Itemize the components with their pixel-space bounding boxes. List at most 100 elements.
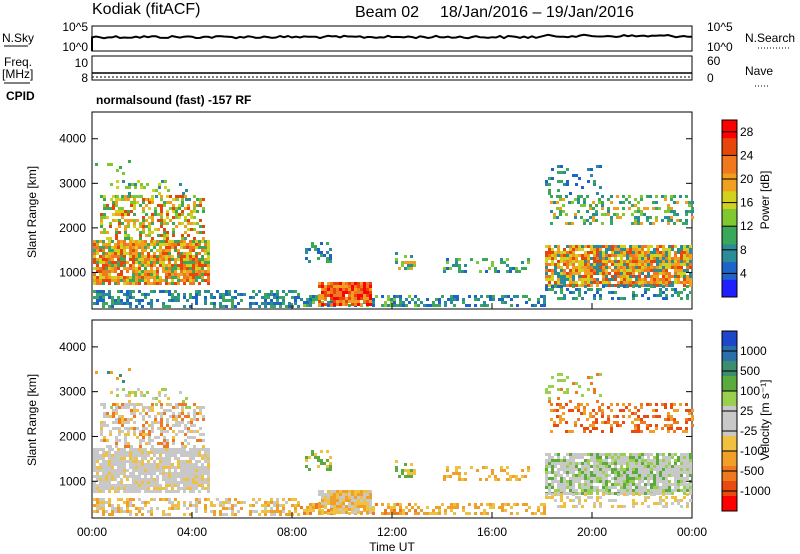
velocity-cell bbox=[556, 424, 559, 427]
velocity-cell bbox=[572, 468, 575, 471]
power-cell bbox=[673, 201, 676, 204]
power-cell bbox=[142, 201, 145, 204]
power-cell bbox=[548, 251, 551, 254]
power-cell bbox=[486, 295, 489, 298]
velocity-cell bbox=[102, 457, 105, 460]
velocity-cell bbox=[655, 424, 658, 427]
velocity-cell bbox=[168, 460, 171, 463]
velocity-cell bbox=[96, 478, 99, 481]
power-cell bbox=[96, 279, 99, 282]
power-cell bbox=[180, 264, 183, 267]
power-cell bbox=[680, 245, 683, 248]
power-cell bbox=[181, 234, 184, 237]
power-cell bbox=[111, 258, 114, 261]
velocity-cell bbox=[159, 484, 162, 487]
power-cell bbox=[133, 201, 136, 204]
velocity-cell bbox=[498, 506, 501, 509]
power-cell bbox=[551, 254, 554, 257]
velocity-cell bbox=[273, 510, 276, 513]
power-cell bbox=[629, 278, 632, 281]
power-cell bbox=[644, 284, 647, 287]
velocity-cell bbox=[329, 468, 332, 471]
power-cell bbox=[199, 225, 202, 228]
velocity-cell bbox=[133, 409, 136, 412]
power-cell bbox=[128, 192, 131, 195]
power-cell bbox=[270, 302, 273, 305]
power-cell bbox=[369, 291, 372, 294]
velocity-cell bbox=[124, 403, 127, 406]
velocity-cell bbox=[151, 427, 154, 430]
velocity-cell bbox=[204, 487, 207, 490]
velocity-cell bbox=[102, 481, 105, 484]
velocity-cell bbox=[168, 513, 171, 516]
velocity-cell bbox=[683, 480, 686, 483]
velocity-cell bbox=[106, 424, 109, 427]
power-cell bbox=[327, 285, 330, 288]
velocity-cell bbox=[565, 403, 568, 406]
power-cell bbox=[689, 245, 692, 248]
velocity-cell bbox=[602, 480, 605, 483]
velocity-cell bbox=[100, 433, 103, 436]
power-cell bbox=[163, 231, 166, 234]
velocity-cell bbox=[189, 504, 192, 507]
velocity-cell bbox=[429, 512, 432, 515]
velocity-cell bbox=[656, 477, 659, 480]
power-cell bbox=[677, 257, 680, 260]
power-cell bbox=[145, 198, 148, 201]
velocity-cell bbox=[610, 430, 613, 433]
velocity-cell bbox=[190, 430, 193, 433]
velocity-cell bbox=[357, 490, 360, 493]
velocity-cell bbox=[548, 486, 551, 489]
velocity-cell bbox=[114, 490, 117, 493]
velocity-cell bbox=[632, 480, 635, 483]
velocity-cell bbox=[186, 487, 189, 490]
velocity-cell bbox=[342, 496, 345, 499]
power-cell bbox=[231, 302, 234, 305]
velocity-cell bbox=[656, 465, 659, 468]
velocity-cell bbox=[640, 418, 643, 421]
velocity-cell bbox=[616, 424, 619, 427]
power-cell bbox=[641, 281, 644, 284]
velocity-cell bbox=[641, 502, 644, 505]
power-cell bbox=[189, 252, 192, 255]
power-cell bbox=[569, 263, 572, 266]
power-cell bbox=[429, 304, 432, 307]
velocity-cell bbox=[312, 506, 315, 509]
power-cell bbox=[192, 243, 195, 246]
velocity-cell bbox=[96, 457, 99, 460]
power-cell bbox=[330, 294, 333, 297]
power-cell bbox=[689, 254, 692, 257]
power-cell bbox=[441, 295, 444, 298]
velocity-colorbar-label: 500 bbox=[740, 364, 760, 378]
power-cell bbox=[351, 288, 354, 291]
power-cell bbox=[587, 284, 590, 287]
velocity-cell bbox=[665, 462, 668, 465]
velocity-cell bbox=[548, 483, 551, 486]
power-cell bbox=[102, 246, 105, 249]
velocity-cell bbox=[172, 412, 175, 415]
velocity-cell bbox=[143, 394, 146, 397]
velocity-cell bbox=[574, 421, 577, 424]
power-cell bbox=[545, 288, 548, 291]
power-cell bbox=[638, 245, 641, 248]
velocity-cell bbox=[655, 403, 658, 406]
power-cell bbox=[628, 201, 631, 204]
velocity-colorbar-label: -25 bbox=[740, 424, 758, 438]
power-cell bbox=[150, 249, 153, 252]
velocity-cell bbox=[680, 505, 683, 508]
velocity-cell bbox=[147, 484, 150, 487]
power-cell bbox=[410, 267, 413, 270]
power-cell bbox=[680, 266, 683, 269]
velocity-cell bbox=[566, 391, 569, 394]
power-cell bbox=[513, 295, 516, 298]
velocity-cell bbox=[674, 459, 677, 462]
velocity-cell bbox=[653, 468, 656, 471]
power-colorbar-cell bbox=[722, 155, 737, 174]
velocity-cell bbox=[369, 493, 372, 496]
velocity-cell bbox=[148, 424, 151, 427]
power-cell bbox=[185, 198, 188, 201]
velocity-cell bbox=[599, 502, 602, 505]
velocity-cell bbox=[559, 403, 562, 406]
power-cell bbox=[354, 294, 357, 297]
velocity-cell bbox=[126, 469, 129, 472]
